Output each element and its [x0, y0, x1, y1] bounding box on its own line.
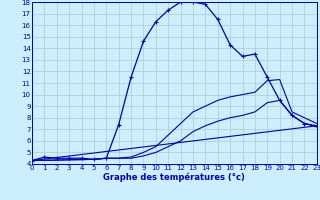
X-axis label: Graphe des températures (°c): Graphe des températures (°c) [103, 173, 245, 182]
